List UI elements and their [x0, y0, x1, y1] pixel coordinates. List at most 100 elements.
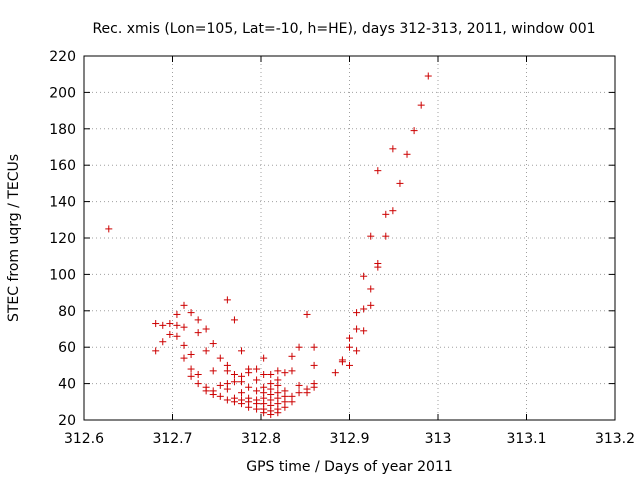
data-point — [230, 316, 238, 324]
data-point — [238, 389, 246, 397]
x-tick-label: 312.7 — [152, 431, 192, 447]
y-tick-label: 140 — [49, 195, 76, 211]
data-point — [295, 389, 303, 397]
data-point — [245, 369, 253, 377]
data-point — [281, 403, 289, 411]
data-point — [173, 321, 181, 329]
data-point — [166, 330, 174, 338]
data-point — [245, 383, 253, 391]
data-point — [209, 391, 217, 399]
data-point — [367, 285, 375, 293]
y-tick-label: 200 — [49, 85, 76, 101]
data-point — [353, 325, 361, 333]
data-point — [209, 340, 217, 348]
data-point — [223, 396, 231, 404]
y-tick-label: 60 — [58, 340, 76, 356]
data-point — [346, 361, 353, 369]
data-point — [202, 325, 210, 333]
data-point — [245, 403, 253, 411]
x-tick-label: 312.8 — [241, 431, 281, 447]
x-tick-label: 313 — [425, 431, 452, 447]
y-tick-label: 180 — [49, 122, 76, 138]
grid — [84, 56, 615, 420]
data-point — [360, 327, 368, 335]
y-axis-label: STEC from uqrg / TECUs — [6, 154, 22, 322]
data-point — [238, 400, 246, 408]
data-point — [346, 334, 353, 342]
data-point — [159, 338, 167, 346]
data-point — [194, 380, 202, 388]
data-point — [303, 310, 311, 318]
data-point — [267, 411, 275, 419]
data-point — [410, 127, 418, 135]
data-point — [374, 167, 382, 175]
data-point — [353, 309, 361, 317]
y-tick-label: 220 — [49, 49, 76, 65]
data-point — [187, 350, 195, 358]
data-point — [253, 365, 261, 373]
x-tick-label: 313.1 — [506, 431, 546, 447]
data-point — [238, 378, 246, 386]
data-point — [216, 381, 224, 389]
data-point — [152, 320, 160, 328]
data-point — [180, 341, 188, 349]
data-point — [216, 354, 224, 362]
data-point — [230, 378, 238, 386]
data-point — [152, 347, 160, 355]
data-point — [223, 367, 231, 375]
data-point — [202, 387, 210, 395]
data-points — [105, 72, 432, 419]
y-tick-label: 120 — [49, 231, 76, 247]
y-tick-label: 160 — [49, 158, 76, 174]
x-tick-labels: 312.6 312.7 312.8 312.9 313 313.1 313.2 — [64, 431, 635, 447]
data-point — [310, 361, 318, 369]
y-tick-label: 100 — [49, 267, 76, 283]
data-point — [159, 321, 167, 329]
data-point — [180, 354, 188, 362]
data-point — [281, 369, 289, 377]
data-point — [260, 409, 268, 417]
data-point — [274, 409, 282, 417]
data-point — [382, 232, 390, 240]
data-point — [209, 367, 217, 375]
data-point — [367, 232, 375, 240]
y-tick-label: 80 — [58, 304, 76, 320]
data-point — [267, 371, 275, 378]
data-point — [360, 272, 368, 280]
data-point — [187, 372, 195, 380]
data-point — [374, 263, 382, 271]
y-tick-labels: 20 40 60 80 100 120 140 160 180 200 220 — [49, 49, 76, 429]
data-point — [253, 376, 261, 384]
data-point — [202, 347, 210, 355]
x-tick-label: 312.6 — [64, 431, 104, 447]
data-point — [238, 347, 246, 355]
data-point — [360, 305, 368, 313]
data-point — [253, 405, 261, 413]
data-point — [338, 358, 346, 366]
data-point — [295, 381, 303, 389]
data-point — [216, 392, 224, 400]
data-point — [180, 301, 188, 309]
data-point — [331, 369, 339, 377]
data-point — [253, 387, 261, 395]
x-axis-label: GPS time / Days of year 2011 — [246, 459, 453, 475]
data-point — [230, 371, 238, 378]
data-point — [173, 310, 181, 318]
data-point — [274, 381, 282, 389]
data-point — [346, 343, 353, 351]
data-point — [417, 101, 425, 109]
data-point — [295, 343, 303, 351]
data-point — [353, 347, 361, 355]
chart-title: Rec. xmis (Lon=105, Lat=-10, h=HE), days… — [92, 21, 595, 37]
data-point — [187, 309, 195, 317]
data-point — [187, 365, 195, 373]
x-tick-label: 313.2 — [595, 431, 635, 447]
data-point — [194, 316, 202, 324]
data-point — [260, 371, 268, 378]
data-point — [288, 398, 296, 406]
data-point — [403, 150, 411, 158]
data-point — [223, 296, 231, 304]
data-point — [424, 72, 432, 80]
data-point — [223, 385, 231, 393]
y-tick-label: 20 — [58, 413, 76, 429]
